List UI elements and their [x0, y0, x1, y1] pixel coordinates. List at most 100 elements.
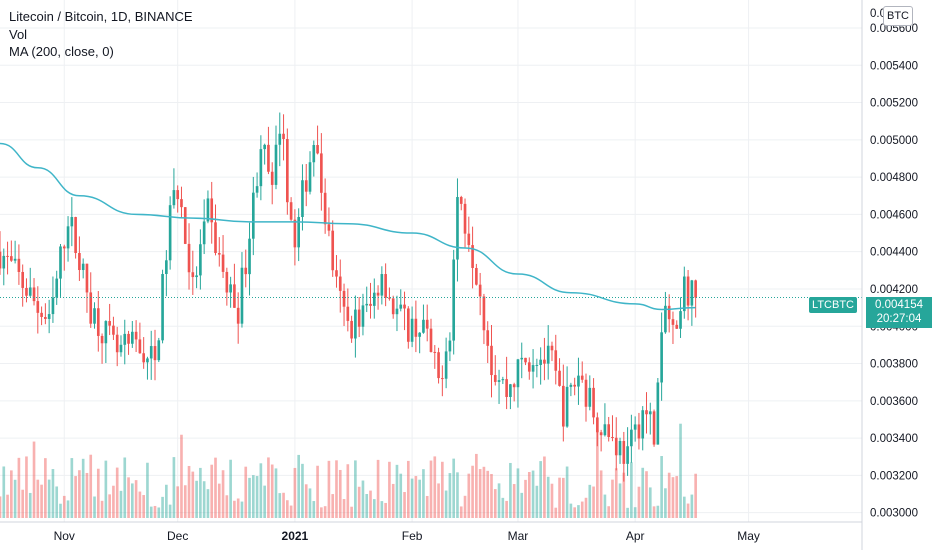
symbol-tag: LTCBTC [809, 297, 857, 313]
candle-body [588, 387, 592, 407]
candle-body [320, 153, 323, 193]
volume-bar [648, 487, 652, 518]
candle-body [399, 304, 403, 309]
volume-bar [62, 495, 66, 518]
volume-bar [28, 492, 32, 518]
candle-body [180, 199, 183, 208]
volume-bar [584, 497, 588, 518]
candle-body [85, 263, 89, 293]
candle-body [546, 345, 550, 364]
candle-body [44, 316, 47, 319]
candle-body [580, 375, 584, 380]
volume-bar [516, 468, 520, 518]
candle-body [505, 379, 508, 397]
volume-bar [338, 469, 342, 518]
candle-body [395, 308, 399, 315]
candle-body [270, 171, 274, 185]
volume-bar [308, 488, 312, 518]
candle-body [195, 275, 198, 278]
volume-bar [569, 503, 573, 518]
volume-bar [289, 505, 293, 518]
candle-body [497, 380, 501, 382]
legend-title[interactable]: Litecoin / Bitcoin, 1D, BINANCE [9, 9, 193, 24]
candle-body [452, 259, 456, 341]
candle-body [127, 333, 130, 344]
volume-bar [505, 500, 508, 518]
volume-bar [108, 494, 111, 518]
volume-bar [565, 466, 569, 518]
candle-body [592, 387, 595, 418]
x-tick-label: Nov [54, 529, 75, 543]
candle-body [115, 334, 119, 353]
y-tick-label: 0.005200 [870, 98, 918, 110]
candle-body [17, 258, 21, 272]
candle-body [637, 424, 641, 439]
candle-body [206, 198, 210, 222]
candle-body [134, 331, 138, 340]
candle-body [104, 321, 108, 344]
volume-bar [251, 475, 255, 518]
volume-bar [414, 476, 418, 518]
volume-bar [255, 476, 259, 518]
candle-body [384, 274, 387, 298]
candle-body [607, 424, 611, 437]
candle-body [10, 256, 13, 261]
volume-bar [395, 464, 399, 518]
volume-bar [199, 467, 202, 518]
volume-bar [274, 468, 278, 518]
volume-bar [59, 503, 62, 518]
candle-body [251, 192, 255, 239]
volume-bar [509, 462, 512, 518]
volume-bar [293, 467, 297, 518]
legend-ma[interactable]: MA (200, close, 0) [9, 44, 114, 59]
volume-bars [0, 423, 697, 518]
candle-body [74, 217, 77, 254]
candle-body [611, 436, 614, 438]
volume-bar [89, 454, 93, 518]
volume-bar [74, 476, 77, 518]
candle-body [59, 246, 62, 279]
candle-body [191, 272, 195, 278]
candle-body [267, 144, 270, 172]
candle-body [350, 320, 353, 339]
volume-bar [236, 498, 240, 518]
volume-bar [214, 457, 217, 518]
volume-bar [176, 486, 180, 518]
candle-body [448, 340, 452, 352]
candle-body [626, 446, 629, 464]
volume-bar [512, 484, 516, 518]
volume-bar [70, 458, 74, 518]
volume-bar [652, 506, 656, 518]
candle-body [172, 190, 176, 206]
candle-body [603, 424, 607, 436]
volume-bar [138, 491, 142, 518]
candle-body [664, 305, 667, 333]
volume-bar [478, 469, 482, 518]
candle-body [633, 424, 637, 430]
volume-bar [259, 463, 263, 518]
volume-bar [603, 494, 607, 518]
volume-bar [263, 485, 266, 518]
candle-body [565, 386, 569, 427]
candle-body [535, 364, 539, 366]
last-price-value: 0.004154 [875, 299, 923, 311]
legend-volume[interactable]: Vol [9, 26, 28, 42]
candle-body [32, 287, 36, 302]
volume-bar [361, 480, 365, 518]
volume-bar [399, 473, 403, 518]
candle-body [671, 319, 675, 325]
volume-bar [614, 468, 618, 518]
volume-bar [573, 507, 576, 518]
candle-body [149, 346, 153, 359]
currency-badge[interactable]: BTC [883, 6, 913, 26]
candle-body [214, 222, 217, 254]
y-tick-label: 0.004200 [870, 284, 918, 296]
volume-bar [335, 460, 338, 518]
candle-body [100, 335, 104, 344]
volume-bar [2, 466, 6, 518]
candle-body [437, 352, 440, 379]
candle-body [183, 207, 187, 244]
volume-bar [191, 471, 195, 518]
candle-body [81, 263, 85, 271]
